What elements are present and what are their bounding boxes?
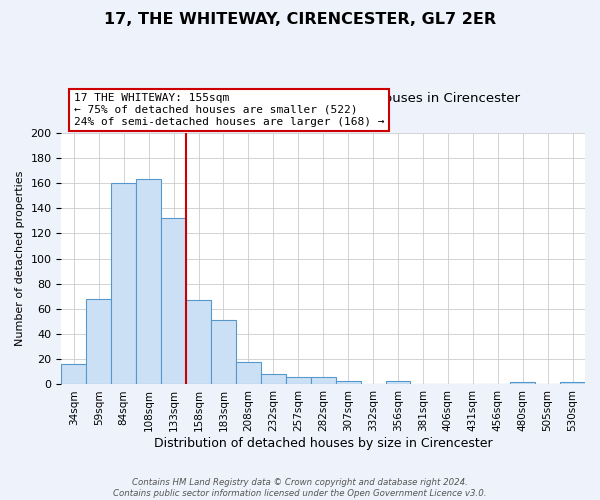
X-axis label: Distribution of detached houses by size in Cirencester: Distribution of detached houses by size … <box>154 437 493 450</box>
Y-axis label: Number of detached properties: Number of detached properties <box>15 171 25 346</box>
Text: Contains HM Land Registry data © Crown copyright and database right 2024.
Contai: Contains HM Land Registry data © Crown c… <box>113 478 487 498</box>
Bar <box>386 380 410 384</box>
Bar <box>311 377 335 384</box>
Bar <box>111 183 136 384</box>
Bar <box>560 382 585 384</box>
Bar <box>286 377 311 384</box>
Bar <box>186 300 211 384</box>
Bar <box>211 320 236 384</box>
Text: 17, THE WHITEWAY, CIRENCESTER, GL7 2ER: 17, THE WHITEWAY, CIRENCESTER, GL7 2ER <box>104 12 496 28</box>
Bar <box>136 180 161 384</box>
Bar <box>86 299 111 384</box>
Title: Size of property relative to detached houses in Cirencester: Size of property relative to detached ho… <box>126 92 520 106</box>
Text: 17 THE WHITEWAY: 155sqm
← 75% of detached houses are smaller (522)
24% of semi-d: 17 THE WHITEWAY: 155sqm ← 75% of detache… <box>74 94 385 126</box>
Bar <box>236 362 261 384</box>
Bar <box>61 364 86 384</box>
Bar <box>261 374 286 384</box>
Bar <box>510 382 535 384</box>
Bar <box>161 218 186 384</box>
Bar <box>335 380 361 384</box>
